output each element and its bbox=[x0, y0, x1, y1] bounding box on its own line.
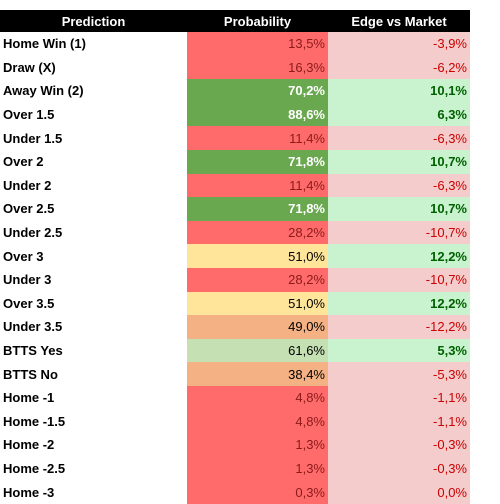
table-cell: 5,3% bbox=[328, 338, 470, 363]
table-cell: -6,2% bbox=[328, 55, 470, 80]
table-cell: 28,2% bbox=[187, 220, 328, 245]
table-row: Home -1.5 4,8% -1,1% bbox=[0, 409, 470, 434]
table-cell: 0,3% bbox=[187, 480, 328, 504]
table-cell: 61,6% bbox=[187, 338, 328, 363]
table-row: Under 3.5 49,0% -12,2% bbox=[0, 315, 470, 339]
table-cell: 1,3% bbox=[187, 433, 328, 457]
table-cell: 4,8% bbox=[187, 385, 328, 410]
table-cell: 12,2% bbox=[328, 291, 470, 316]
table-cell: Over 3 bbox=[0, 244, 187, 268]
table-cell: 70,2% bbox=[187, 79, 328, 103]
table-cell: -1,1% bbox=[328, 409, 470, 434]
table-cell: 51,0% bbox=[187, 291, 328, 316]
table-cell: 4,8% bbox=[187, 409, 328, 434]
table-row: BTTS Yes 61,6% 5,3% bbox=[0, 338, 470, 363]
table-cell: -5,3% bbox=[328, 362, 470, 386]
table-cell: 13,5% bbox=[187, 32, 328, 56]
header-row: Prediction Probability Edge vs Market bbox=[0, 10, 470, 32]
table-cell: 1,3% bbox=[187, 456, 328, 481]
table: Prediction Probability Edge vs Market Ho… bbox=[0, 10, 470, 504]
table-cell: -10,7% bbox=[328, 220, 470, 245]
table-cell: Over 2.5 bbox=[0, 197, 187, 221]
table-cell: 6,3% bbox=[328, 102, 470, 127]
table-cell: 11,4% bbox=[187, 126, 328, 150]
table-cell: 38,4% bbox=[187, 362, 328, 386]
table-row: Under 3 28,2% -10,7% bbox=[0, 267, 470, 292]
table-cell: -6,3% bbox=[328, 173, 470, 198]
table-cell: BTTS No bbox=[0, 362, 187, 386]
table-cell: Under 3 bbox=[0, 267, 187, 292]
table-cell: Under 3.5 bbox=[0, 315, 187, 339]
table-row: Home -1 4,8% -1,1% bbox=[0, 385, 470, 410]
table-cell: -1,1% bbox=[328, 385, 470, 410]
table-cell: -3,9% bbox=[328, 32, 470, 56]
table-cell: 10,7% bbox=[328, 149, 470, 174]
table-cell: -10,7% bbox=[328, 267, 470, 292]
table-row: Under 2.5 28,2% -10,7% bbox=[0, 220, 470, 245]
table-cell: BTTS Yes bbox=[0, 338, 187, 363]
table-cell: Home Win (1) bbox=[0, 32, 187, 56]
table-cell: Away Win (2) bbox=[0, 79, 187, 103]
table-row: Home Win (1) 13,5% -3,9% bbox=[0, 32, 470, 56]
table-row: Home -2.5 1,3% -0,3% bbox=[0, 456, 470, 481]
header-cell: Probability bbox=[223, 13, 292, 29]
table-cell: Home -2.5 bbox=[0, 456, 187, 481]
table-cell: 10,1% bbox=[328, 79, 470, 103]
table-cell: 51,0% bbox=[187, 244, 328, 268]
table-cell: Over 1.5 bbox=[0, 102, 187, 127]
table-cell: Under 2.5 bbox=[0, 220, 187, 245]
table-cell: Home -1.5 bbox=[0, 409, 187, 434]
table-cell: Under 2 bbox=[0, 173, 187, 198]
table-cell: Home -1 bbox=[0, 385, 187, 410]
table-cell: Under 1.5 bbox=[0, 126, 187, 150]
table-cell: -0,3% bbox=[328, 433, 470, 457]
table-cell: Over 3.5 bbox=[0, 291, 187, 316]
table-cell: 28,2% bbox=[187, 267, 328, 292]
table-row: Draw (X) 16,3% -6,2% bbox=[0, 55, 470, 80]
table-row: Under 1.5 11,4% -6,3% bbox=[0, 126, 470, 150]
table-row: Home -2 1,3% -0,3% bbox=[0, 433, 470, 457]
table-row: Home -3 0,3% 0,0% bbox=[0, 480, 470, 504]
table-cell: -6,3% bbox=[328, 126, 470, 150]
table-row: Over 3.5 51,0% 12,2% bbox=[0, 291, 470, 316]
table-row: Under 2 11,4% -6,3% bbox=[0, 173, 470, 198]
table-cell: Home -2 bbox=[0, 433, 187, 457]
table-cell: 10,7% bbox=[328, 197, 470, 221]
header-cell: Edge vs Market bbox=[351, 13, 447, 29]
table-cell: 71,8% bbox=[187, 197, 328, 221]
table-cell: Home -3 bbox=[0, 480, 187, 504]
table-cell: 0,0% bbox=[328, 480, 470, 504]
table-row: Away Win (2) 70,2% 10,1% bbox=[0, 79, 470, 103]
table-row: BTTS No 38,4% -5,3% bbox=[0, 362, 470, 386]
table-cell: 49,0% bbox=[187, 315, 328, 339]
table-row: Over 2.5 71,8% 10,7% bbox=[0, 197, 470, 221]
table-cell: 12,2% bbox=[328, 244, 470, 268]
table-row: Over 2 71,8% 10,7% bbox=[0, 149, 470, 174]
table-cell: Over 2 bbox=[0, 149, 187, 174]
header-cell: Prediction bbox=[61, 13, 126, 29]
table-cell: 71,8% bbox=[187, 149, 328, 174]
table-cell: -0,3% bbox=[328, 456, 470, 481]
table-cell: Draw (X) bbox=[0, 55, 187, 80]
table-cell: 11,4% bbox=[187, 173, 328, 198]
table-cell: 16,3% bbox=[187, 55, 328, 80]
table-row: Over 1.5 88,6% 6,3% bbox=[0, 102, 470, 127]
table-cell: -12,2% bbox=[328, 315, 470, 339]
table-cell: 88,6% bbox=[187, 102, 328, 127]
table-row: Over 3 51,0% 12,2% bbox=[0, 244, 470, 268]
